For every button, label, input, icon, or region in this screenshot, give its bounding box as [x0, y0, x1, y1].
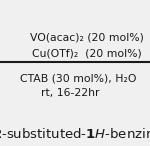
Text: rt, 16-22hr: rt, 16-22hr	[41, 88, 100, 98]
Text: $\mathbf{2\text{-substituted-}1}$$\mathit{H}$$\mathbf{\text{-benzimida}}$: $\mathbf{2\text{-substituted-}1}$$\mathi…	[0, 127, 150, 141]
Text: CTAB (30 mol%), H₂O: CTAB (30 mol%), H₂O	[20, 73, 136, 83]
Text: Cu(OTf)₂  (20 mol%): Cu(OTf)₂ (20 mol%)	[32, 48, 142, 58]
Text: VO(acac)₂ (20 mol%): VO(acac)₂ (20 mol%)	[30, 32, 144, 42]
